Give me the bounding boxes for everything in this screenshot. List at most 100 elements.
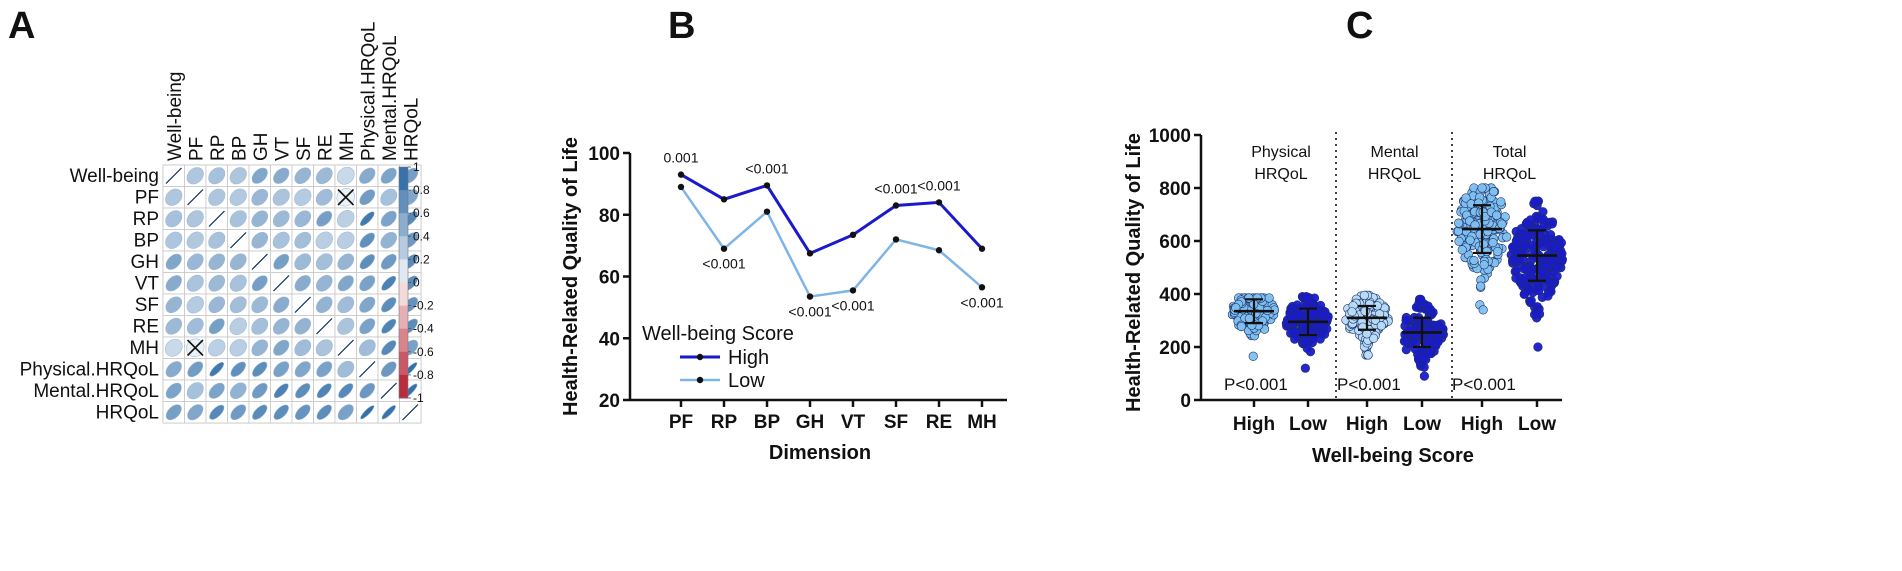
- y-tick-label: 20: [599, 391, 620, 412]
- diagonal-mark: [187, 189, 204, 206]
- correlation-ellipse: [273, 361, 290, 378]
- y-tick-label: 800: [1159, 179, 1191, 200]
- correlation-ellipse: [251, 167, 268, 184]
- correlation-ellipse: [294, 210, 312, 228]
- correlation-ellipse: [380, 188, 398, 206]
- correlation-ellipse: [381, 405, 396, 420]
- scatter-point: [1525, 285, 1535, 295]
- correlation-ellipse: [360, 405, 375, 420]
- scatter-point: [1551, 263, 1561, 273]
- correlation-ellipse: [208, 167, 226, 185]
- group-p-value-1: P<0.001: [1337, 375, 1401, 394]
- col-label-6: SF: [294, 137, 315, 161]
- correlation-ellipse: [294, 361, 311, 378]
- scatter-point: [1479, 260, 1489, 270]
- correlation-ellipse: [294, 167, 312, 185]
- correlation-ellipse: [273, 404, 289, 420]
- correlation-ellipse: [251, 275, 268, 292]
- correlation-ellipse: [251, 382, 268, 399]
- correlation-ellipse: [186, 231, 204, 249]
- scatter-point: [1457, 245, 1467, 255]
- scatter-point: [1244, 313, 1255, 324]
- y-tick-label: 200: [1159, 338, 1191, 359]
- y-axis-title: Health-Related Quality of Life: [560, 137, 582, 416]
- correlation-ellipse: [295, 404, 311, 420]
- scatter-point: [1534, 286, 1544, 296]
- correlation-ellipse: [229, 317, 247, 335]
- correlation-ellipse: [359, 296, 376, 313]
- x-tick-label-SF: SF: [884, 412, 908, 433]
- scatter-point: [1509, 255, 1519, 265]
- non-significant-mark: [337, 188, 355, 206]
- p-value-annotation-SF: <0.001: [874, 180, 917, 196]
- correlation-ellipse: [187, 404, 204, 421]
- scatter-point: [1433, 337, 1443, 347]
- panel-letter-b: B: [668, 5, 695, 47]
- scatter-point: [1530, 196, 1540, 206]
- correlation-ellipse: [337, 296, 355, 314]
- correlation-ellipse: [316, 361, 333, 378]
- scatter-point: [1522, 217, 1532, 228]
- scatter-point: [1425, 348, 1436, 358]
- x-axis-title: Well-being Score: [1312, 445, 1474, 467]
- correlation-ellipse: [165, 296, 183, 314]
- correlation-ellipse: [381, 318, 397, 334]
- correlation-ellipse: [294, 253, 312, 271]
- correlation-ellipse: [273, 383, 289, 399]
- data-point-low: [978, 284, 986, 291]
- correlation-ellipse: [230, 382, 247, 399]
- col-label-5: VT: [272, 136, 293, 161]
- correlation-ellipse: [272, 210, 290, 228]
- x-tick-label-high: High: [1346, 414, 1388, 435]
- correlation-ellipse: [338, 383, 354, 399]
- data-point-low: [849, 287, 857, 294]
- x-tick-label-low: Low: [1289, 414, 1327, 435]
- x-tick-label-BP: BP: [754, 412, 781, 433]
- colorbar-segment: [399, 282, 408, 307]
- correlation-ellipse: [229, 296, 247, 314]
- scatter-point: [1529, 309, 1540, 320]
- correlation-ellipse: [186, 274, 204, 292]
- scatter-point: [1236, 321, 1246, 332]
- correlation-ellipse: [273, 339, 290, 356]
- scatter-point: [1248, 351, 1258, 361]
- x-tick-label-RP: RP: [711, 412, 738, 433]
- scatter-point: [1359, 290, 1370, 300]
- panel-letter-c: C: [1346, 5, 1373, 47]
- correlation-ellipse: [230, 404, 247, 421]
- row-label-9: Physical.HRQoL: [20, 359, 159, 380]
- correlation-ellipse: [208, 339, 226, 357]
- y-tick-label: 600: [1159, 232, 1191, 253]
- scatter-point: [1519, 241, 1529, 251]
- col-label-3: BP: [229, 136, 250, 161]
- p-value-annotation-VT: <0.001: [831, 297, 874, 313]
- scatter-point: [1502, 232, 1512, 242]
- correlation-ellipse: [251, 317, 269, 335]
- correlation-ellipse: [359, 318, 376, 335]
- col-label-11: HRQoL: [401, 98, 422, 161]
- data-point-high: [763, 182, 771, 189]
- colorbar-tick-label: -0.8: [413, 368, 434, 382]
- y-tick-label: 60: [599, 268, 620, 289]
- correlation-ellipse: [272, 188, 290, 206]
- correlation-ellipse: [229, 210, 247, 228]
- diagonal-mark: [316, 318, 333, 335]
- correlation-ellipse: [164, 338, 183, 357]
- scatter-point: [1526, 296, 1536, 306]
- p-value-annotation-RP: <0.001: [702, 256, 745, 272]
- scatter-point: [1461, 193, 1471, 203]
- x-tick-label-high: High: [1233, 414, 1275, 435]
- diagonal-mark: [294, 296, 311, 313]
- row-label-10: Mental.HRQoL: [33, 381, 159, 402]
- colorbar-tick-label: 0.8: [413, 183, 430, 197]
- correlation-ellipse: [337, 231, 355, 249]
- correlation-ellipse: [315, 167, 333, 185]
- scatter-point: [1545, 285, 1556, 295]
- scatter-point: [1476, 281, 1486, 291]
- correlation-ellipse: [208, 231, 226, 249]
- correlation-ellipse: [165, 275, 182, 292]
- scatter-point: [1552, 271, 1562, 281]
- scatter-point: [1547, 240, 1557, 250]
- scatter-point: [1469, 255, 1479, 266]
